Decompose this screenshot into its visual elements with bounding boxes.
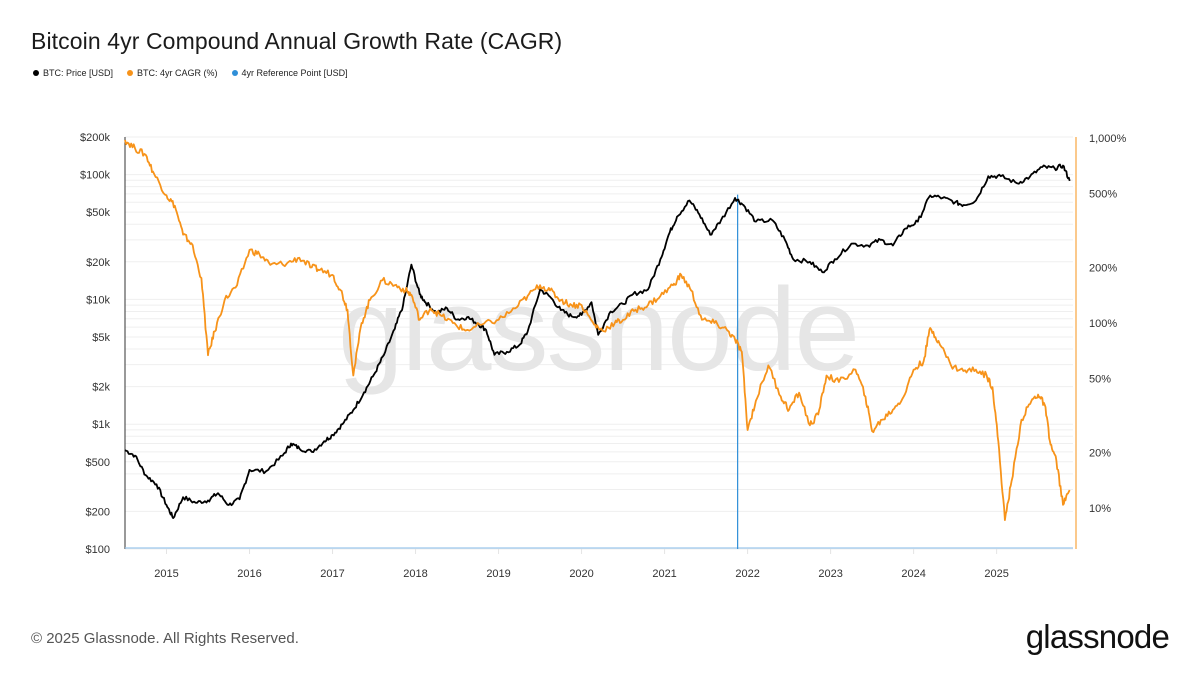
left-axis-tick-label: $10k [86,294,110,306]
left-axis-tick-label: $100 [86,544,110,556]
x-axis-tick-label: 2021 [652,568,676,580]
legend-label: 4yr Reference Point [USD] [241,68,348,78]
legend-label: BTC: 4yr CAGR (%) [137,68,218,78]
x-axis-tick-label: 2022 [735,568,759,580]
x-axis-tick-label: 2015 [154,568,178,580]
right-axis-tick-label: 1,000% [1089,133,1127,145]
legend-item-cagr[interactable]: BTC: 4yr CAGR (%) [127,68,218,78]
gridlines [125,136,1073,550]
x-axis-tick-label: 2018 [403,568,427,580]
legend-dot-icon [231,70,238,76]
right-axis-tick-label: 10% [1089,503,1111,515]
x-axis-tick-label: 2025 [984,568,1008,580]
legend-dot-icon [127,70,134,76]
x-axis-tick-label: 2024 [901,568,925,580]
right-axis-ticks: 1,000% 500% 200% 100% 50% 20% 10% [1075,133,1127,549]
legend-item-price[interactable]: BTC: Price [USD] [33,68,113,78]
price-series-line [124,163,1071,519]
cagr-series-line [124,139,1071,521]
legend-label: BTC: Price [USD] [43,68,114,78]
x-axis-tick-label: 2023 [818,568,842,580]
right-axis-tick-label: 20% [1089,447,1111,459]
x-axis-ticks: 2015 2016 2017 2018 2019 2020 2021 2022 2023 2024… [125,547,1073,580]
series-lines [124,139,1071,549]
left-axis-tick-label: $500 [86,457,110,469]
x-axis-tick-label: 2019 [486,568,510,580]
x-axis-tick-label: 2020 [569,568,593,580]
left-axis-tick-label: $1k [92,419,110,431]
left-axis-tick-label: $200k [80,132,110,144]
left-axis-tick-label: $200 [86,506,110,518]
legend: BTC: Price [USD] BTC: 4yr CAGR (%) 4yr R… [33,68,348,78]
glassnode-logo[interactable]: glassnode [1025,618,1170,655]
x-axis-tick-label: 2016 [237,568,261,580]
legend-dot-icon [33,70,39,76]
copyright-text: © 2025 Glassnode. All Rights Reserved. [31,630,299,647]
x-axis-tick-label: 2017 [320,568,344,580]
left-axis-tick-label: $50k [86,207,110,219]
left-axis-tick-label: $100k [80,170,110,182]
left-axis-tick-label: $5k [92,332,110,344]
right-axis-tick-label: 100% [1089,318,1117,330]
right-axis-tick-label: 500% [1089,189,1117,201]
right-axis-tick-label: 200% [1089,262,1117,274]
left-axis-tick-label: $2k [92,382,110,394]
right-axis-tick-label: 50% [1089,374,1111,386]
chart-title: Bitcoin 4yr Compound Annual Growth Rate … [31,28,563,54]
legend-item-reference[interactable]: 4yr Reference Point [USD] [231,68,348,78]
left-axis-ticks: $200k $100k $50k $20k $10k $5k $2k $1k $500 $200 $… [80,132,126,556]
left-axis-tick-label: $20k [86,257,110,269]
